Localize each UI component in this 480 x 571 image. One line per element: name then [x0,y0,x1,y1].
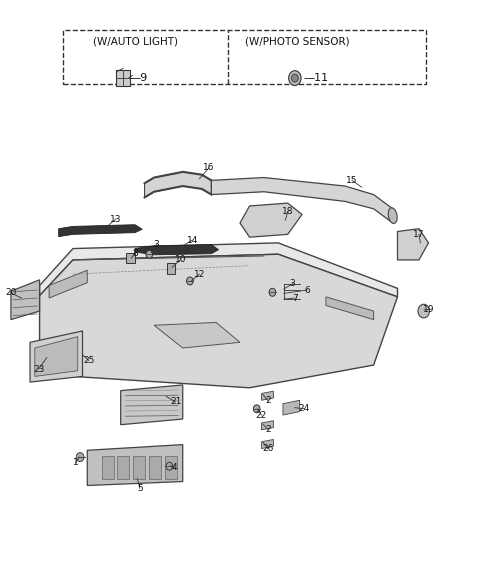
Circle shape [166,462,173,470]
Circle shape [291,74,298,82]
Polygon shape [49,270,87,298]
Polygon shape [11,280,39,320]
Circle shape [146,250,153,258]
Text: (W/AUTO LIGHT): (W/AUTO LIGHT) [93,36,178,46]
Bar [133,456,145,478]
Polygon shape [397,228,429,260]
Polygon shape [154,323,240,348]
Text: 18: 18 [282,207,293,216]
Polygon shape [35,337,78,376]
Circle shape [76,453,84,461]
Text: 2: 2 [265,425,271,434]
FancyBboxPatch shape [167,263,175,274]
Bar [165,456,177,478]
Text: 24: 24 [299,404,310,413]
Text: 5: 5 [137,484,143,493]
FancyBboxPatch shape [116,70,130,86]
Text: 23: 23 [33,364,44,373]
Circle shape [288,71,301,86]
Polygon shape [87,445,183,485]
Text: 6: 6 [304,286,310,295]
Polygon shape [144,172,211,198]
Text: 17: 17 [413,230,425,239]
Text: 15: 15 [347,176,358,185]
Polygon shape [262,440,274,449]
Circle shape [253,405,260,413]
Text: 2: 2 [265,396,271,405]
Text: (W/PHOTO SENSOR): (W/PHOTO SENSOR) [245,36,349,46]
Text: 13: 13 [110,215,121,223]
Polygon shape [59,225,142,236]
Text: 3: 3 [154,240,159,249]
Circle shape [269,288,276,296]
Text: 10: 10 [175,255,186,264]
Text: 8: 8 [132,248,138,258]
Text: 7: 7 [292,293,298,303]
Text: 25: 25 [83,356,95,365]
Polygon shape [211,178,393,223]
Text: 1: 1 [72,459,78,467]
Polygon shape [283,400,300,415]
Text: 26: 26 [262,444,274,453]
Text: —9: —9 [129,73,147,83]
Text: 16: 16 [203,163,215,172]
Polygon shape [120,385,183,425]
Polygon shape [262,421,274,430]
Text: 21: 21 [170,397,181,407]
Text: —11: —11 [303,73,329,83]
Text: 19: 19 [423,305,434,314]
Text: 14: 14 [187,236,198,244]
Bar [102,456,114,478]
Bar [117,456,129,478]
Text: 22: 22 [256,411,267,420]
Ellipse shape [388,208,397,223]
Text: 3: 3 [289,279,295,288]
Polygon shape [326,297,373,320]
Polygon shape [39,243,397,297]
Text: 12: 12 [194,270,205,279]
FancyBboxPatch shape [63,30,426,84]
Text: 20: 20 [5,288,17,297]
FancyBboxPatch shape [126,253,134,263]
Polygon shape [262,391,274,400]
Circle shape [187,277,193,285]
Text: 4: 4 [171,463,177,472]
Polygon shape [135,244,218,255]
Polygon shape [30,331,83,382]
Bar [149,456,161,478]
Polygon shape [240,203,302,237]
Polygon shape [39,254,397,388]
Circle shape [418,304,430,318]
